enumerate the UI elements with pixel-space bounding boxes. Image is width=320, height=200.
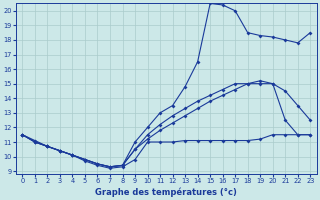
X-axis label: Graphe des températures (°c): Graphe des températures (°c) [95, 187, 237, 197]
